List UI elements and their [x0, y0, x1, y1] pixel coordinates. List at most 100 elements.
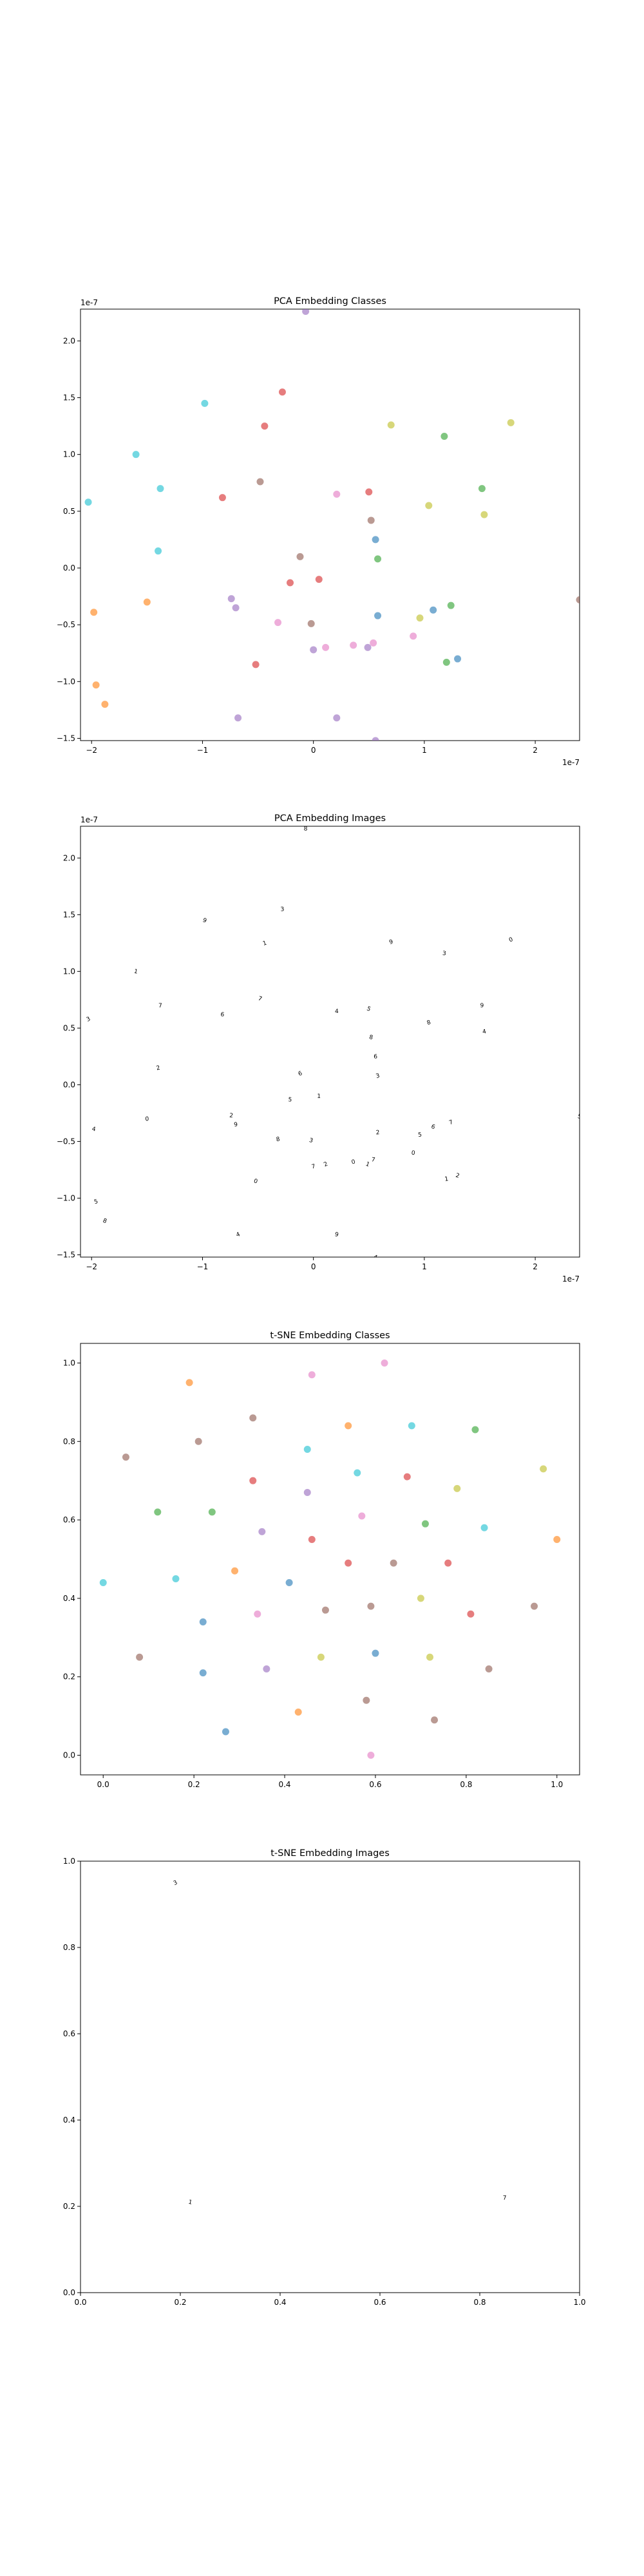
scatter-point — [387, 421, 395, 429]
digit-thumbnail: 7 — [257, 996, 263, 1003]
digit-thumbnail: 0 — [411, 1150, 415, 1157]
y-tick-label: 0.6 — [63, 1515, 75, 1524]
scatter-point — [287, 579, 294, 587]
x-tick-label: 0.2 — [188, 1780, 200, 1789]
scatter-point — [431, 1716, 439, 1724]
digit-thumbnail: 3 — [173, 1880, 178, 1887]
chart-panel-3: t-SNE Embedding Classes 0.0 0.2 0.4 0.6 0.8 1.… — [63, 1331, 580, 1789]
y-tick-label: −0.5 — [57, 1137, 75, 1146]
digit-thumbnail: 9 — [202, 917, 207, 925]
digit-thumbnail: 7 — [448, 1119, 454, 1126]
scatter-point — [194, 1437, 202, 1445]
digit-thumbnail: 4 — [235, 1231, 241, 1238]
digit-thumbnail: 0 — [508, 936, 514, 944]
digit-thumbnail: 4 — [335, 1009, 339, 1015]
digit-thumbnail: 3 — [308, 1137, 314, 1144]
y-tick-label: 0.0 — [63, 1751, 75, 1760]
scatter-point — [531, 1602, 538, 1610]
scatter-point — [374, 555, 382, 563]
scatter-point — [354, 1469, 361, 1477]
y-tick-label: 0.0 — [63, 1080, 75, 1089]
scatter-point — [440, 432, 448, 440]
scatter-point — [480, 1524, 488, 1531]
digit-thumbnail: 0 — [253, 1178, 259, 1185]
x-tick-label: 1.0 — [573, 2298, 585, 2307]
digit-thumbnail: 8 — [426, 1019, 432, 1027]
scatter-point — [201, 399, 209, 407]
digit-thumbnail: 3 — [375, 1073, 381, 1080]
digit-thumbnail: 1 — [133, 969, 138, 976]
scatter-point — [256, 478, 264, 486]
scatter-point — [345, 1559, 352, 1567]
digit-thumbnail: 1 — [317, 1094, 321, 1100]
y-tick-label: 0.2 — [63, 2202, 75, 2211]
scatter-point — [444, 1559, 452, 1567]
scatter-point — [367, 516, 375, 524]
digit-thumbnail: 2 — [229, 1113, 234, 1120]
digit-thumbnail: 5 — [288, 1097, 292, 1103]
y-tick-label: 1.5 — [63, 393, 75, 402]
scatter-point — [92, 681, 100, 689]
scatter-point — [296, 553, 304, 560]
scatter-point — [231, 1567, 239, 1575]
digit-thumbnail: 0 — [145, 1116, 149, 1122]
scatter-point — [442, 658, 450, 666]
digit-thumbnail: 2 — [156, 1065, 161, 1072]
scatter-point — [576, 596, 580, 603]
scatter-point — [365, 488, 373, 496]
scatter-point — [155, 547, 162, 555]
scatter-point — [485, 1665, 493, 1673]
chart-panel-1: PCA Embedding Classes −2 −1 0 1 2 −1.5 −1.0 −0.5… — [57, 296, 580, 767]
digit-thumbnail: 3 — [442, 951, 447, 957]
scatter-point — [467, 1610, 475, 1618]
x-tick-label: 2 — [533, 746, 538, 755]
digit-thumbnail: 9 — [388, 939, 394, 946]
scatter-point — [471, 1426, 479, 1434]
x-tick-label: 0.8 — [460, 1780, 472, 1789]
scatter-point — [425, 502, 433, 509]
digit-thumbnail: 1 — [262, 940, 268, 947]
plot-area — [84, 309, 580, 741]
scatter-point — [278, 388, 286, 396]
scatter-point — [321, 1606, 329, 1614]
scatter-point — [208, 1508, 216, 1516]
scatter-point — [372, 737, 379, 741]
scatter-point — [101, 701, 109, 708]
scatter-point — [333, 714, 341, 722]
x-tick-label: 0.0 — [97, 1780, 109, 1789]
y-offset-label: 1e-7 — [80, 815, 98, 824]
scatter-point — [507, 419, 515, 426]
scatter-point — [310, 646, 317, 654]
scatter-point — [122, 1454, 129, 1461]
y-tick-label: 0.2 — [63, 1672, 75, 1681]
x-tick-label: 0.0 — [74, 2298, 86, 2307]
scatter-point — [308, 1371, 316, 1379]
scatter-point — [307, 620, 315, 627]
chart-title: t-SNE Embedding Images — [270, 1848, 390, 1859]
scatter-point — [333, 490, 341, 498]
scatter-point — [222, 1728, 229, 1736]
digit-thumbnail: 7 — [311, 1164, 316, 1171]
scatter-point — [154, 1508, 162, 1516]
x-tick-label: 2 — [533, 1262, 538, 1271]
digit-thumbnail: 2 — [375, 1130, 379, 1136]
scatter-point — [358, 1512, 366, 1520]
scatter-point — [274, 619, 282, 627]
digit-thumbnail: 5 — [93, 1198, 99, 1206]
scatter-point — [254, 1610, 261, 1618]
scatter-point — [426, 1653, 433, 1661]
plot-area — [99, 1359, 561, 1759]
scatter-point — [132, 451, 140, 459]
scatter-point — [372, 1649, 379, 1657]
x-tick-label: 0.4 — [274, 2298, 286, 2307]
digit-thumbnail: 2 — [323, 1161, 328, 1168]
digit-thumbnail: 4 — [372, 1254, 378, 1261]
scatter-point — [478, 485, 486, 493]
x-tick-label: 0.2 — [174, 2298, 186, 2307]
y-tick-label: 1.0 — [63, 450, 75, 459]
scatter-point — [303, 1488, 311, 1496]
y-tick-label: 0.4 — [63, 1594, 75, 1603]
scatter-point — [381, 1359, 388, 1367]
